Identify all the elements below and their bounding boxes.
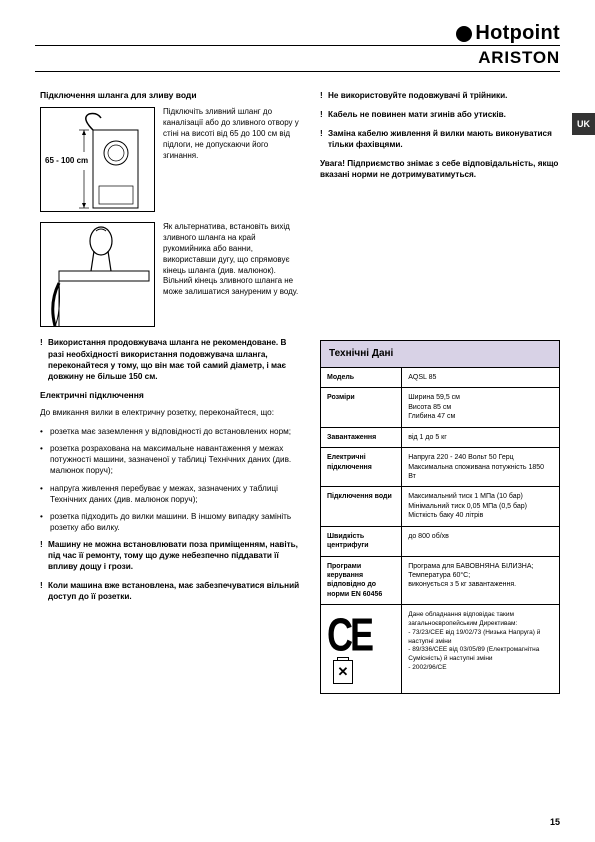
cell-prog-val: Програма для БАВОВНЯНА БІЛИЗНА; Температ… <box>402 556 560 605</box>
cell-load-val: від 1 до 5 кг <box>402 427 560 447</box>
right-column: Не використовуйте подовжувачі й трійники… <box>320 90 560 694</box>
cell-water-key: Підключення води <box>321 487 402 526</box>
cell-prog-key: Програми керування відповідно до норми E… <box>321 556 402 605</box>
diagram-row-1: 65 - 100 cm Підключіть зливний шланг до … <box>40 107 300 212</box>
ce-icons-cell: CE <box>321 605 402 694</box>
no-extension-warning: Не використовуйте подовжувачі й трійники… <box>320 90 560 101</box>
tech-data-table: Технічні Дані МодельAQSL 85 РозміриШирин… <box>320 340 560 694</box>
drain-height-diagram: 65 - 100 cm <box>40 107 155 212</box>
main-content: Підключення шланга для зливу води 65 - 1 <box>0 72 595 694</box>
diagram-row-2: Як альтернатива, встановіть вихід зливно… <box>40 222 300 327</box>
cell-elec-val: Напруга 220 - 240 Вольт 50 Герц Максимал… <box>402 448 560 487</box>
diagram-2-text-content: Як альтернатива, встановіть вихід зливно… <box>163 222 298 296</box>
brand-ariston: ARISTON <box>35 48 560 68</box>
drain-hose-title: Підключення шланга для зливу води <box>40 90 300 101</box>
header-rule-1 <box>35 45 560 46</box>
table-row: Підключення водиМаксимальний тиск 1 МПа … <box>321 487 560 526</box>
cell-model-val: AQSL 85 <box>402 367 560 387</box>
brand-hotpoint: Hotpoint <box>456 22 560 45</box>
socket-access-warning: Коли машина вже встановлена, має забезпе… <box>40 580 300 602</box>
table-row: Програми керування відповідно до норми E… <box>321 556 560 605</box>
brand-block: Hotpoint <box>456 22 560 45</box>
ce-mark-icon: CE <box>327 604 371 667</box>
electrical-intro: До вмикання вилки в електричну розетку, … <box>40 407 300 418</box>
table-row: РозміриШирина 59,5 см Висота 85 см Глиби… <box>321 388 560 427</box>
cell-spin-val: до 800 об/хв <box>402 526 560 556</box>
brand-dot-icon <box>456 26 472 42</box>
diagram-2-text: Як альтернатива, встановіть вихід зливно… <box>163 222 300 327</box>
cell-elec-key: Електричні підключення <box>321 448 402 487</box>
left-column: Підключення шланга для зливу води 65 - 1 <box>40 90 300 694</box>
table-row: МодельAQSL 85 <box>321 367 560 387</box>
bullet-power-rating: розетка розрахована на максимальне наван… <box>40 443 300 476</box>
cable-bend-warning: Кабель не повинен мати згинів або утискі… <box>320 109 560 120</box>
sink-drain-diagram <box>40 222 155 327</box>
bullet-plug: розетка підходить до вилки машини. В інш… <box>40 511 300 533</box>
table-row-ce: CE Дане обладнання відповідає таким зага… <box>321 605 560 694</box>
outdoor-warning: Машину не можна встановлювати поза примі… <box>40 539 300 572</box>
cell-spin-key: Швидкість центрифуги <box>321 526 402 556</box>
language-tab: UK <box>572 113 595 135</box>
hose-extension-warning: Використання продовжувача шланга не реко… <box>40 337 300 381</box>
bullet-voltage-text: напруга живлення перебуває у межах, зазн… <box>50 484 278 504</box>
cell-dims-key: Розміри <box>321 388 402 427</box>
table-row: Електричні підключенняНапруга 220 - 240 … <box>321 448 560 487</box>
ce-text-cell: Дане обладнання відповідає таким загальн… <box>402 605 560 694</box>
brand-hotpoint-text: Hotpoint <box>475 22 560 44</box>
cell-model-key: Модель <box>321 367 402 387</box>
page-header: Hotpoint ARISTON <box>0 0 595 72</box>
bullet-grounding: розетка має заземлення у відповідності д… <box>40 426 300 437</box>
diagram-1-text: Підключіть зливний шланг до каналізації … <box>163 107 300 212</box>
cell-water-val: Максимальний тиск 1 МПа (10 бар) Мінімал… <box>402 487 560 526</box>
bullet-power-text: розетка розрахована на максимальне наван… <box>50 444 291 475</box>
cell-load-key: Завантаження <box>321 427 402 447</box>
cell-dims-val: Ширина 59,5 см Висота 85 см Глибина 47 с… <box>402 388 560 427</box>
cable-replace-warning: Заміна кабелю живлення й вилки мають вик… <box>320 128 560 150</box>
page-number: 15 <box>550 817 560 827</box>
electrical-title: Електричні підключення <box>40 390 300 401</box>
table-row: Швидкість центрифугидо 800 об/хв <box>321 526 560 556</box>
table-row: Завантаженнявід 1 до 5 кг <box>321 427 560 447</box>
bullet-voltage: напруга живлення перебуває у межах, зазн… <box>40 483 300 505</box>
tech-table-title: Технічні Дані <box>321 341 560 368</box>
weee-bin-icon <box>333 660 353 684</box>
liability-warning: Увага! Підприємство знімає з себе відпов… <box>320 158 560 180</box>
height-label: 65 - 100 cm <box>45 156 88 167</box>
